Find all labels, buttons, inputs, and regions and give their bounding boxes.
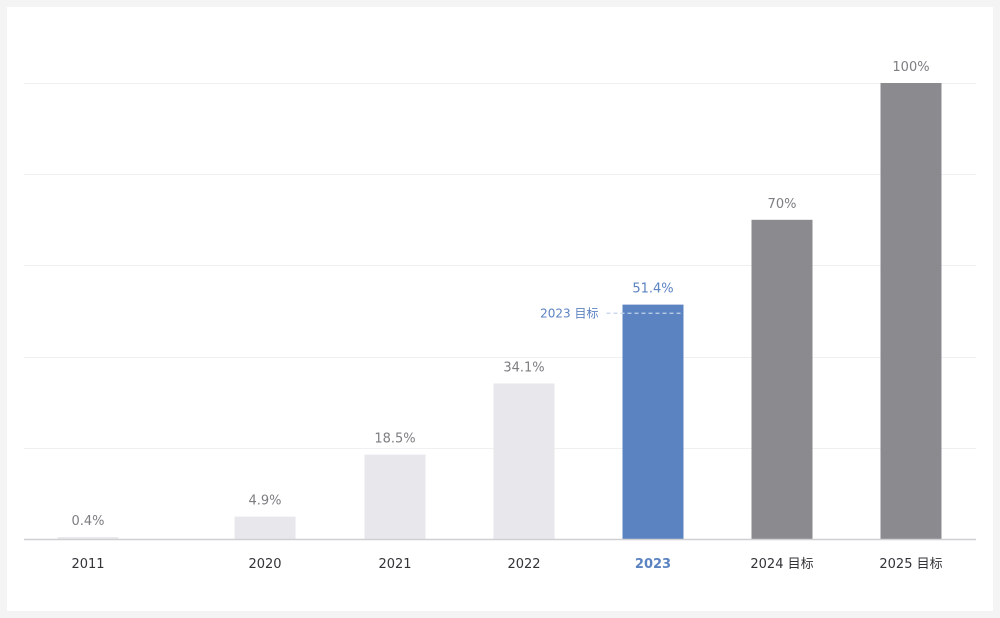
value-labels: 0.4% 4.9% 18.5% 34.1% 51.4% 70% 100% (71, 60, 929, 529)
x-tick-labels: 2011 2020 2021 2022 2023 2024 目标 2025 目标 (71, 557, 942, 572)
tick-label-2: 2021 (378, 557, 411, 572)
bar-6 (880, 83, 942, 539)
value-label-5: 70% (768, 197, 797, 212)
target-marker: 2023 目标 (540, 306, 684, 320)
tick-label-3: 2022 (507, 557, 540, 572)
target-marker-label: 2023 目标 (540, 306, 598, 320)
tick-label-5: 2024 目标 (750, 557, 813, 572)
value-label-4: 51.4% (632, 282, 673, 297)
value-label-0: 0.4% (71, 514, 104, 529)
bar-2 (364, 454, 426, 539)
value-label-1: 4.9% (248, 494, 281, 509)
value-label-2: 18.5% (374, 432, 415, 447)
gridlines (24, 83, 976, 449)
value-label-3: 34.1% (503, 361, 544, 376)
tick-label-6: 2025 目标 (879, 557, 942, 572)
bars (57, 83, 942, 540)
value-label-6: 100% (892, 60, 929, 75)
bar-5 (751, 219, 813, 540)
bar-4 (622, 304, 684, 539)
bar-1 (234, 516, 296, 539)
bar-0 (57, 537, 119, 539)
bar-3 (493, 383, 555, 539)
tick-label-0: 2011 (71, 557, 104, 572)
tick-label-1: 2020 (248, 557, 281, 572)
tick-label-4: 2023 (635, 557, 671, 572)
